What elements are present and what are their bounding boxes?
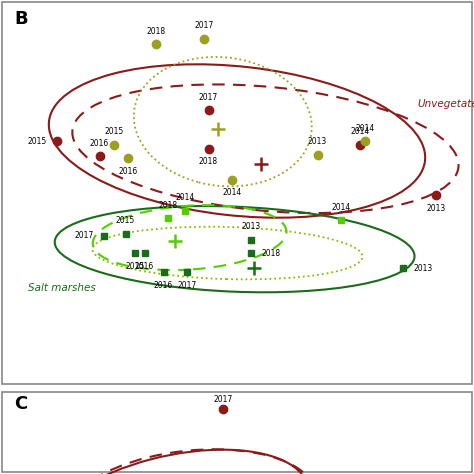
Text: 2015: 2015 xyxy=(27,137,46,146)
Text: B: B xyxy=(14,9,28,27)
Text: 2014: 2014 xyxy=(332,203,351,212)
Text: 2015: 2015 xyxy=(126,262,145,271)
Text: 2014: 2014 xyxy=(351,128,370,137)
Text: 2017: 2017 xyxy=(74,231,94,240)
Text: 2017: 2017 xyxy=(194,21,213,30)
Text: 2013: 2013 xyxy=(427,204,446,212)
Text: 2015: 2015 xyxy=(116,216,135,225)
Text: 2013: 2013 xyxy=(242,222,261,231)
Text: 2016: 2016 xyxy=(154,281,173,290)
Text: Salt marshes: Salt marshes xyxy=(28,283,96,293)
Text: 2016: 2016 xyxy=(135,262,154,271)
Text: 2018: 2018 xyxy=(262,248,281,257)
Text: Unvegetated: Unvegetated xyxy=(417,100,474,109)
Text: 2016: 2016 xyxy=(90,139,109,148)
Text: 2017: 2017 xyxy=(213,395,232,404)
Text: 2014: 2014 xyxy=(223,188,242,197)
Text: 2018: 2018 xyxy=(147,27,166,36)
Text: 2016: 2016 xyxy=(118,167,137,176)
Text: 2018: 2018 xyxy=(199,157,218,166)
Text: 2013: 2013 xyxy=(413,264,433,273)
Text: 2018: 2018 xyxy=(159,201,178,210)
Text: 2015: 2015 xyxy=(104,128,123,137)
FancyBboxPatch shape xyxy=(2,392,472,472)
Text: 2014: 2014 xyxy=(175,193,194,202)
Text: 2017: 2017 xyxy=(199,92,218,101)
Text: 2014: 2014 xyxy=(356,124,374,133)
Text: 2013: 2013 xyxy=(308,137,327,146)
FancyBboxPatch shape xyxy=(2,2,472,384)
Text: 2017: 2017 xyxy=(178,281,197,290)
Text: C: C xyxy=(14,395,27,413)
